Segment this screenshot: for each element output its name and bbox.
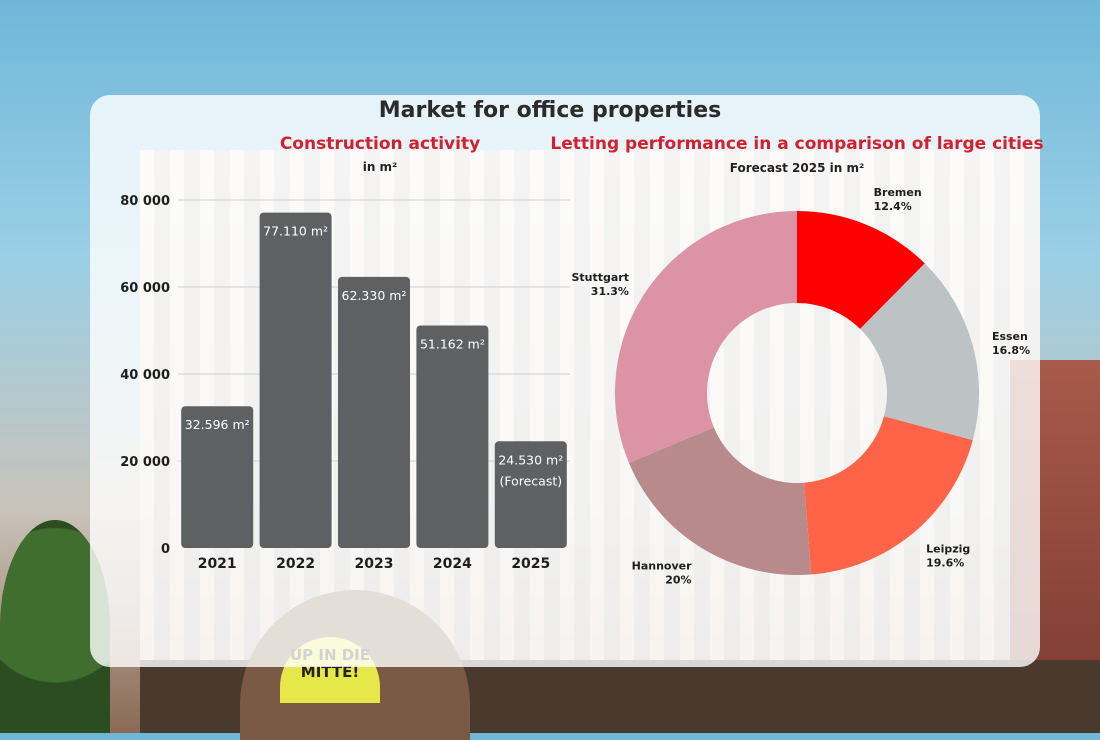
slice-percent-label: 12.4% bbox=[874, 200, 912, 213]
slice-percent-label: 20% bbox=[665, 573, 691, 586]
donut-chart-subtitle: Forecast 2025 in m² bbox=[730, 161, 864, 175]
chart-panel bbox=[90, 95, 1040, 667]
bar-data-label: 77.110 m² bbox=[263, 224, 328, 239]
slice-percent-label: 16.8% bbox=[992, 344, 1030, 357]
slice-label: Bremen bbox=[874, 186, 922, 199]
slice-bremen bbox=[797, 211, 925, 329]
slice-label: Essen bbox=[992, 330, 1028, 343]
bar-chart-title: Construction activity bbox=[280, 134, 480, 154]
bar-chart-subtitle: in m² bbox=[363, 160, 398, 174]
donut-chart: Letting performance in a comparison of l… bbox=[550, 134, 1043, 586]
slice-stuttgart bbox=[615, 211, 797, 463]
y-tick-label: 20 000 bbox=[120, 455, 170, 470]
slice-percent-label: 31.3% bbox=[591, 285, 629, 298]
bar-data-label: 24.530 m² bbox=[498, 452, 563, 467]
x-tick-label: 2024 bbox=[433, 556, 472, 572]
bar-chart: Construction activity in m² 0 20 000 40 00… bbox=[120, 134, 570, 572]
x-tick-label: 2025 bbox=[511, 556, 550, 572]
main-title: Market for office properties bbox=[379, 98, 722, 123]
bar-data-label-note: (Forecast) bbox=[499, 473, 562, 488]
slice-label: Leipzig bbox=[926, 542, 970, 555]
x-tick-label: 2023 bbox=[355, 556, 394, 572]
bar-data-label: 32.596 m² bbox=[185, 417, 250, 432]
y-tick-label: 60 000 bbox=[120, 281, 170, 296]
y-tick-label: 0 bbox=[161, 542, 170, 557]
x-tick-label: 2022 bbox=[276, 556, 315, 572]
x-tick-label: 2021 bbox=[198, 556, 237, 572]
bar-2024 bbox=[416, 325, 489, 548]
slice-label: Stuttgart bbox=[571, 271, 629, 284]
bar-2025 bbox=[494, 441, 567, 548]
slice-label: Hannover bbox=[632, 559, 692, 572]
y-tick-label: 80 000 bbox=[120, 194, 170, 209]
bar-data-label: 51.162 m² bbox=[420, 336, 485, 351]
y-tick-label: 40 000 bbox=[120, 368, 170, 383]
bar-2023 bbox=[338, 276, 410, 548]
bar-data-label: 62.330 m² bbox=[342, 288, 407, 303]
donut-chart-title: Letting performance in a comparison of l… bbox=[550, 134, 1043, 154]
slice-essen bbox=[860, 263, 979, 441]
slice-leipzig bbox=[804, 416, 973, 575]
slice-percent-label: 19.6% bbox=[926, 556, 964, 569]
bar-2022 bbox=[259, 212, 332, 548]
slice-hannover bbox=[628, 427, 812, 575]
bar-2021 bbox=[181, 406, 254, 548]
